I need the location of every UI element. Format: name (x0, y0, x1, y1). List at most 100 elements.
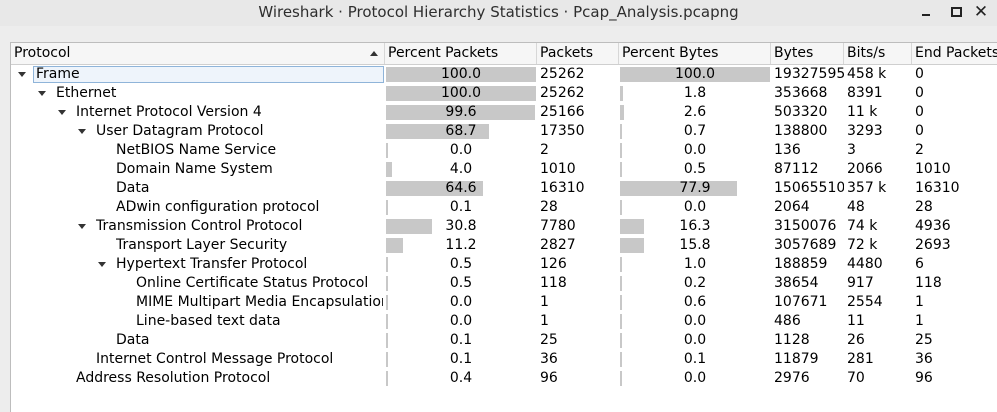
tree-row[interactable]: Transport Layer Security 11.2 2827 15.8 3057… (11, 236, 997, 255)
bytes-cell: 107671 (774, 294, 828, 310)
percent-bar (620, 86, 623, 101)
protocol-name: Line-based text data (136, 313, 281, 329)
end-packets-cell: 4936 (915, 218, 951, 234)
percent-value: 0.1 (683, 351, 707, 367)
tree-row[interactable]: Hypertext Transfer Protocol 0.5 126 1.0 1888… (11, 255, 997, 274)
protocol-name: Transport Layer Security (116, 237, 288, 253)
column-header-end-packets[interactable]: End Packets (915, 45, 997, 61)
tree-row[interactable]: ADwin configuration protocol 0.1 28 0.0 2064… (11, 198, 997, 217)
tree-row[interactable]: Ethernet 100.0 25262 1.8 353668 8391 0 (11, 84, 997, 103)
bytes-cell: 15065510 (774, 180, 844, 196)
percent-value: 99.6 (445, 104, 477, 120)
bits-per-second-cell: 357 k (847, 180, 887, 196)
tree-row[interactable]: Data 64.6 16310 77.9 15065510 357 k 16310 (11, 179, 997, 198)
tree-row[interactable]: Online Certificate Status Protocol 0.5 118… (11, 274, 997, 293)
column-header-percent-bytes[interactable]: Percent Bytes (619, 43, 771, 64)
tree-row[interactable]: User Datagram Protocol 68.7 17350 0.7 138800… (11, 122, 997, 141)
percent-bar (386, 86, 536, 101)
tree-row[interactable]: Address Resolution Protocol 0.4 96 0.0 2976 7… (11, 369, 997, 388)
column-header-bytes[interactable]: Bytes (771, 43, 844, 64)
end-packets-cell: 25 (915, 332, 933, 348)
percent-value: 0.5 (449, 275, 473, 291)
percent-value: 0.0 (683, 370, 707, 386)
tree-row[interactable]: Domain Name System 4.0 1010 0.5 87112 2066 101… (11, 160, 997, 179)
protocol-name: Internet Control Message Protocol (96, 351, 334, 367)
percent-value: 11.2 (445, 237, 477, 253)
percent-value: 2.6 (683, 104, 707, 120)
tree-row[interactable]: Internet Protocol Version 4 99.6 25166 2.6 5… (11, 103, 997, 122)
packets-cell: 25262 (540, 66, 585, 82)
protocol-hierarchy-tree[interactable]: Protocol Percent Packets Packets Percent… (10, 42, 997, 412)
tree-row[interactable]: Data 0.1 25 0.0 1128 26 25 (11, 331, 997, 350)
tree-row[interactable]: Transmission Control Protocol 30.8 7780 16.… (11, 217, 997, 236)
column-header-protocol[interactable]: Protocol (11, 43, 385, 64)
packets-cell: 7780 (540, 218, 576, 234)
percent-value: 100.0 (440, 66, 482, 82)
percent-packets-cell: 0.1 (385, 198, 537, 217)
end-packets-cell: 1010 (915, 161, 951, 177)
packets-cell: 96 (540, 370, 558, 386)
expand-toggle-icon[interactable] (58, 110, 66, 115)
bits-per-second-cell: 11 (847, 313, 865, 329)
percent-value: 15.8 (679, 237, 711, 253)
close-button[interactable]: ✕ (970, 2, 992, 22)
column-header-packets[interactable]: Packets (537, 43, 619, 64)
column-header-bits-per-second[interactable]: Bits/s (844, 43, 912, 64)
tree-row[interactable]: NetBIOS Name Service 0.0 2 0.0 136 3 2 (11, 141, 997, 160)
packets-cell: 118 (540, 275, 567, 291)
packets-cell: 25166 (540, 104, 585, 120)
bytes-cell: 188859 (774, 256, 828, 272)
percent-bar (620, 162, 622, 177)
bytes-cell: 38654 (774, 275, 819, 291)
expand-toggle-icon[interactable] (18, 72, 26, 77)
tree-row[interactable]: MIME Multipart Media Encapsulation 0.0 1 0.… (11, 293, 997, 312)
expand-toggle-icon[interactable] (78, 129, 86, 134)
percent-value: 0.0 (449, 294, 473, 310)
percent-value: 0.0 (449, 142, 473, 158)
expand-toggle-icon[interactable] (78, 224, 86, 229)
percent-value: 64.6 (445, 180, 477, 196)
tree-row[interactable]: Internet Control Message Protocol 0.1 36 0.… (11, 350, 997, 369)
tree-row[interactable]: Line-based text data 0.0 1 0.0 486 11 1 (11, 312, 997, 331)
tree-header: Protocol Percent Packets Packets Percent… (11, 43, 997, 65)
percent-value: 68.7 (445, 123, 477, 139)
expand-toggle-icon[interactable] (38, 91, 46, 96)
percent-value: 0.4 (449, 370, 473, 386)
protocol-name: NetBIOS Name Service (116, 142, 277, 158)
percent-bar (386, 371, 388, 386)
packets-cell: 1 (540, 313, 549, 329)
percent-value: 0.1 (449, 351, 473, 367)
percent-value: 0.0 (683, 199, 707, 215)
percent-bar (386, 105, 535, 120)
percent-bar (620, 333, 622, 348)
percent-bar (386, 124, 489, 139)
percent-bar (620, 181, 737, 196)
percent-packets-cell: 99.6 (385, 103, 537, 122)
packets-cell: 25 (540, 332, 558, 348)
bytes-cell: 1128 (774, 332, 810, 348)
percent-bar (620, 105, 624, 120)
maximize-button[interactable] (945, 2, 967, 22)
tree-row[interactable]: Frame 100.0 25262 100.0 19327595 458 k 0 (11, 65, 997, 84)
column-header-percent-packets[interactable]: Percent Packets (385, 43, 537, 64)
percent-packets-cell: 0.5 (385, 255, 537, 274)
packets-cell: 17350 (540, 123, 585, 139)
expand-toggle-icon[interactable] (98, 262, 106, 267)
bits-per-second-cell: 70 (847, 370, 865, 386)
protocol-name: MIME Multipart Media Encapsulation (136, 294, 383, 310)
percent-packets-cell: 0.1 (385, 350, 537, 369)
end-packets-cell: 6 (915, 256, 924, 272)
protocol-name: Transmission Control Protocol (96, 218, 303, 234)
percent-bytes-cell: 0.0 (619, 198, 771, 217)
percent-packets-cell: 100.0 (385, 65, 537, 84)
percent-value: 0.1 (449, 332, 473, 348)
minimize-button[interactable] (915, 2, 937, 22)
sort-ascending-icon (370, 51, 378, 56)
bytes-cell: 353668 (774, 85, 828, 101)
end-packets-cell: 118 (915, 275, 942, 291)
percent-bar (620, 238, 644, 253)
packets-cell: 16310 (540, 180, 585, 196)
percent-value: 30.8 (445, 218, 477, 234)
packets-cell: 1010 (540, 161, 576, 177)
percent-bytes-cell: 0.0 (619, 369, 771, 388)
